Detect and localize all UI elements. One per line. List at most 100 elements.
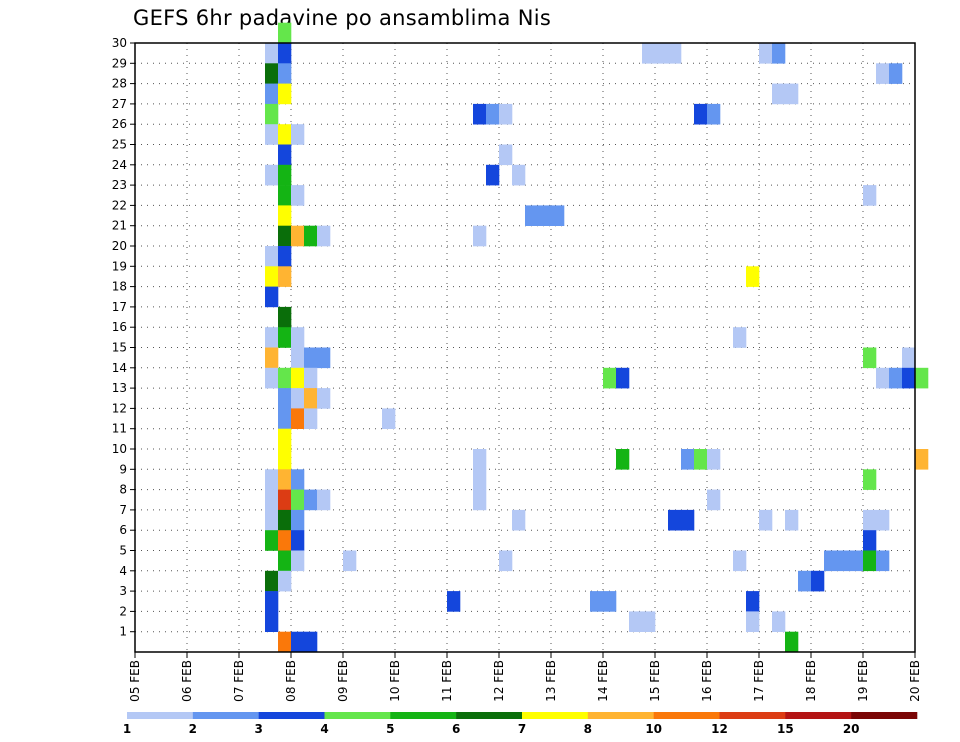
- heatmap-cell: [265, 611, 279, 632]
- heatmap-cell: [876, 509, 890, 531]
- y-tick-label: 23: [112, 178, 127, 192]
- x-tick-label: 09 FEB: [336, 660, 350, 702]
- heatmap-cell: [902, 367, 916, 389]
- heatmap-cell: [590, 591, 604, 612]
- y-tick-label: 27: [112, 97, 127, 111]
- heatmap-cell: [291, 408, 305, 429]
- heatmap-cell: [278, 22, 292, 44]
- legend-swatch: [192, 712, 259, 719]
- x-tick-label: 15 FEB: [648, 660, 662, 702]
- heatmap-cell: [889, 367, 903, 389]
- y-tick-label: 6: [119, 523, 127, 537]
- heatmap-cell: [265, 570, 279, 592]
- heatmap-cell: [317, 489, 331, 511]
- heatmap-cell: [746, 611, 760, 632]
- heatmap-cell: [278, 124, 292, 145]
- heatmap-cell: [785, 631, 799, 653]
- heatmap-cell: [265, 489, 279, 511]
- x-tick-label: 14 FEB: [596, 660, 610, 702]
- x-tick-label: 18 FEB: [804, 660, 818, 702]
- heatmap-cell: [642, 43, 656, 64]
- heatmap-cell: [291, 327, 305, 348]
- heatmap-cell: [824, 550, 838, 572]
- heatmap-cell: [265, 124, 279, 145]
- y-tick-label: 3: [119, 584, 127, 598]
- heatmap-cell: [382, 408, 396, 429]
- heatmap-cell: [447, 591, 461, 612]
- heatmap-cell: [278, 550, 292, 572]
- y-tick-label: 2: [119, 604, 127, 618]
- heatmap-cell: [291, 124, 305, 145]
- heatmap-cell: [265, 367, 279, 389]
- y-tick-label: 25: [112, 138, 127, 152]
- legend-swatch: [127, 712, 194, 719]
- heatmap-cell: [291, 367, 305, 389]
- heatmap-cell: [772, 611, 786, 632]
- heatmap-cell: [707, 489, 721, 511]
- legend-swatch: [390, 712, 457, 719]
- heatmap-cell: [473, 469, 487, 490]
- heatmap-cell: [850, 550, 864, 572]
- heatmap-cell: [304, 225, 318, 247]
- y-tick-label: 13: [112, 381, 127, 395]
- legend-swatch: [653, 712, 720, 719]
- heatmap-cell: [486, 164, 500, 186]
- heatmap-cell: [278, 43, 292, 64]
- x-tick-label: 17 FEB: [752, 660, 766, 702]
- legend-swatch: [456, 712, 523, 719]
- heatmap-cell: [486, 103, 500, 125]
- heatmap-cell: [863, 530, 877, 551]
- y-tick-label: 12: [112, 401, 127, 415]
- y-tick-label: 20: [112, 239, 127, 253]
- heatmap-cell: [265, 327, 279, 348]
- legend-label: 8: [584, 722, 592, 736]
- heatmap-cell: [317, 388, 331, 409]
- heatmap-cell: [863, 469, 877, 490]
- heatmap-cell: [798, 570, 812, 592]
- legend-swatch: [851, 712, 918, 719]
- y-tick-label: 19: [112, 259, 127, 273]
- y-tick-label: 11: [112, 422, 127, 436]
- y-tick-label: 5: [119, 544, 127, 558]
- x-tick-label: 12 FEB: [492, 660, 506, 702]
- legend-label: 20: [843, 722, 860, 736]
- y-tick-label: 28: [112, 77, 127, 91]
- heatmap-cell: [525, 205, 539, 226]
- x-tick-label: 05 FEB: [128, 660, 142, 702]
- heatmap-cell: [291, 469, 305, 490]
- heatmap-cell: [668, 509, 682, 531]
- x-tick-label: 16 FEB: [700, 660, 714, 702]
- heatmap-cell: [304, 367, 318, 389]
- chart-title: GEFS 6hr padavine po ansamblima Nis: [133, 6, 552, 30]
- heatmap-cell: [746, 591, 760, 612]
- heatmap-cell: [863, 347, 877, 369]
- x-tick-label: 07 FEB: [232, 660, 246, 702]
- legend-swatch: [522, 712, 589, 719]
- y-tick-label: 17: [112, 300, 127, 314]
- heatmap-cell: [278, 144, 292, 166]
- x-tick-label: 13 FEB: [544, 660, 558, 702]
- heatmap-cell: [876, 550, 890, 572]
- heatmap-cell: [499, 144, 513, 166]
- heatmap-cell: [265, 509, 279, 531]
- heatmap-cell: [551, 205, 565, 226]
- legend-label: 10: [645, 722, 662, 736]
- legend-label: 7: [518, 722, 526, 736]
- heatmap-cell: [265, 43, 279, 64]
- heatmap-cell: [512, 164, 526, 186]
- heatmap-cell: [499, 103, 513, 125]
- heatmap-cell: [681, 449, 695, 470]
- heatmap-cell: [291, 509, 305, 531]
- y-tick-label: 10: [112, 442, 127, 456]
- heatmap-cell: [304, 388, 318, 409]
- legend-label: 6: [452, 722, 460, 736]
- heatmap-cell: [265, 103, 279, 125]
- heatmap-cell: [642, 611, 656, 632]
- heatmap-cell: [304, 408, 318, 429]
- heatmap-cell: [291, 530, 305, 551]
- heatmap-cell: [863, 185, 877, 206]
- y-tick-label: 18: [112, 280, 127, 294]
- heatmap-cell: [304, 631, 318, 653]
- heatmap-cell: [291, 225, 305, 247]
- legend-label: 3: [254, 722, 262, 736]
